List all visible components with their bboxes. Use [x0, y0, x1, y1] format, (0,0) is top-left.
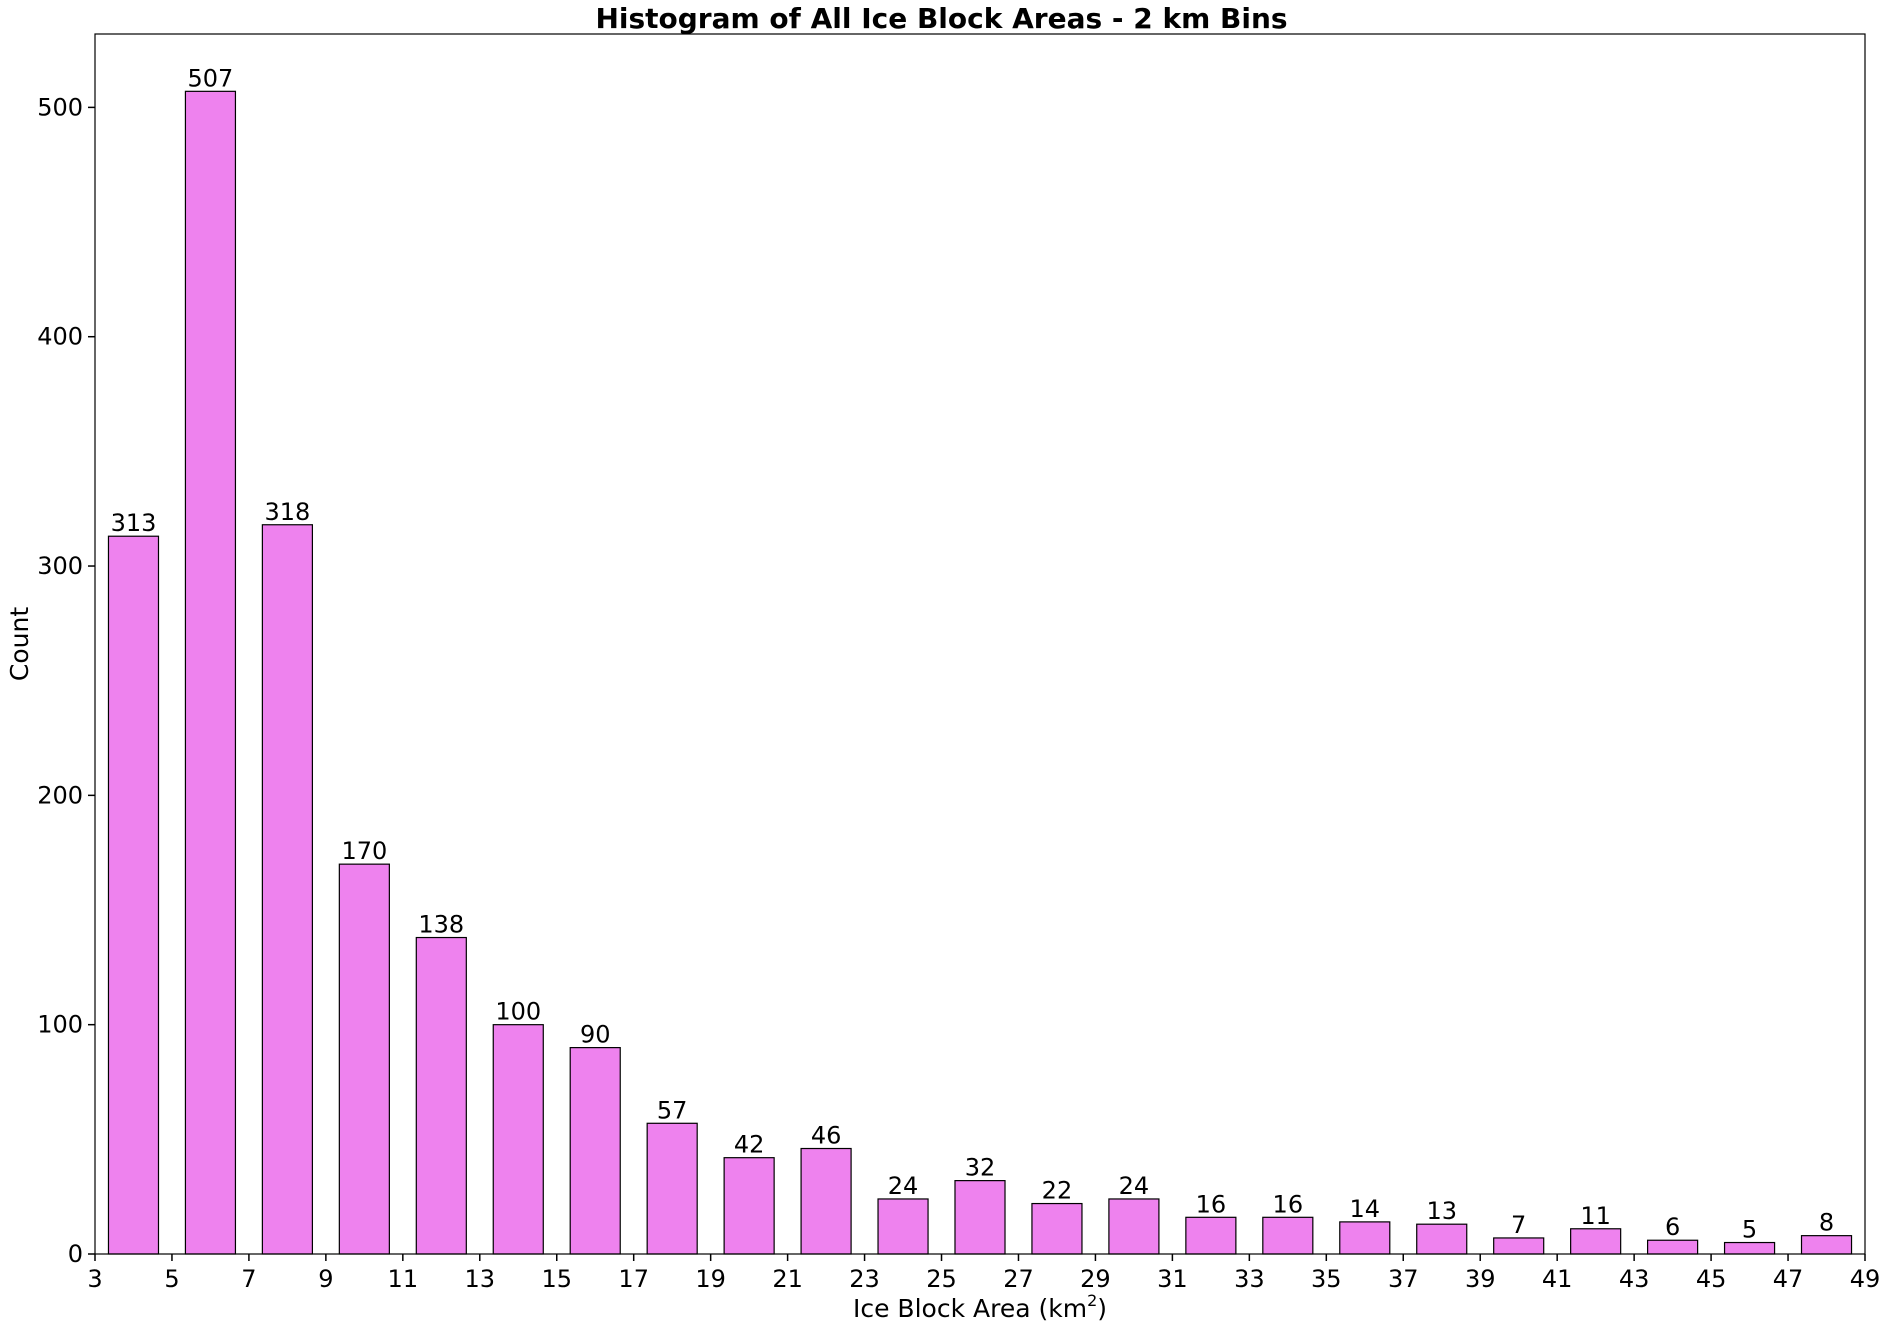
bar-value-label-20: 42: [734, 1131, 765, 1159]
bar-value-label-28: 22: [1042, 1177, 1073, 1205]
bar-6: [184, 90, 237, 1255]
x-tick-label-35: 35: [1311, 1265, 1342, 1293]
bar-26: [954, 1180, 1006, 1255]
y-tick-label-0: 0: [68, 1240, 83, 1268]
bar-value-label-16: 90: [580, 1021, 611, 1049]
y-tick-label-100: 100: [37, 1011, 83, 1039]
bar-18: [646, 1122, 698, 1255]
bar-12: [415, 936, 467, 1255]
bar-38: [1416, 1223, 1468, 1255]
x-tick-label-3: 3: [87, 1265, 102, 1293]
bar-20: [723, 1157, 775, 1255]
bar-value-label-44: 6: [1665, 1213, 1680, 1241]
bar-value-label-22: 46: [811, 1122, 842, 1150]
x-tick-label-13: 13: [465, 1265, 496, 1293]
x-tick-label-45: 45: [1696, 1265, 1727, 1293]
bar-value-label-46: 5: [1742, 1216, 1757, 1244]
bar-34: [1262, 1216, 1314, 1255]
bar-40: [1493, 1237, 1545, 1255]
bar-28: [1031, 1202, 1083, 1255]
x-tick-label-17: 17: [618, 1265, 649, 1293]
bar-value-label-14: 100: [495, 998, 541, 1026]
bar-4: [107, 535, 160, 1255]
x-tick-label-21: 21: [772, 1265, 803, 1293]
bar-value-label-38: 13: [1426, 1197, 1457, 1225]
bar-value-label-36: 14: [1350, 1195, 1381, 1223]
y-tick-label-200: 200: [37, 781, 83, 809]
x-tick-label-33: 33: [1234, 1265, 1265, 1293]
bar-46: [1723, 1241, 1776, 1255]
bar-value-label-18: 57: [657, 1096, 688, 1124]
bar-10: [338, 863, 390, 1255]
bar-value-label-4: 313: [111, 509, 157, 537]
x-tick-label-11: 11: [388, 1265, 419, 1293]
y-tick-label-500: 500: [37, 93, 83, 121]
bar-30: [1108, 1198, 1160, 1255]
x-tick-label-29: 29: [1080, 1265, 1111, 1293]
x-axis-label-close: ): [1097, 1294, 1107, 1323]
x-tick-label-27: 27: [1003, 1265, 1034, 1293]
bar-value-label-34: 16: [1273, 1190, 1304, 1218]
bar-value-label-26: 32: [965, 1154, 996, 1182]
x-tick-label-47: 47: [1773, 1265, 1804, 1293]
bar-value-label-24: 24: [888, 1172, 919, 1200]
x-tick-label-39: 39: [1465, 1265, 1496, 1293]
x-tick-label-49: 49: [1850, 1265, 1881, 1293]
x-tick-label-31: 31: [1157, 1265, 1188, 1293]
bar-14: [492, 1024, 544, 1255]
x-axis-label: Ice Block Area (km2): [853, 1291, 1107, 1323]
bars-group: [107, 90, 1853, 1255]
x-tick-label-7: 7: [241, 1265, 256, 1293]
bar-44: [1646, 1239, 1699, 1255]
x-tick-label-15: 15: [541, 1265, 572, 1293]
bar-value-label-32: 16: [1196, 1190, 1227, 1218]
x-tick-label-41: 41: [1542, 1265, 1573, 1293]
x-tick-label-25: 25: [926, 1265, 957, 1293]
bar-value-label-30: 24: [1119, 1172, 1150, 1200]
bar-value-label-12: 138: [418, 911, 464, 939]
bar-value-label-6: 507: [188, 64, 234, 92]
x-tick-label-9: 9: [318, 1265, 333, 1293]
plot-frame: [94, 33, 1866, 1255]
bar-value-label-40: 7: [1511, 1211, 1526, 1239]
y-axis-ticks: 0 100 200 300 400 500: [37, 93, 95, 1268]
x-tick-label-5: 5: [164, 1265, 179, 1293]
bar-36: [1339, 1221, 1391, 1255]
bar-value-label-42: 11: [1580, 1202, 1611, 1230]
bar-8: [261, 524, 314, 1255]
bar-value-label-48: 8: [1819, 1209, 1834, 1237]
bar-32: [1185, 1216, 1237, 1255]
x-tick-label-43: 43: [1619, 1265, 1650, 1293]
x-tick-label-37: 37: [1388, 1265, 1419, 1293]
y-tick-label-300: 300: [37, 552, 83, 580]
x-axis-label-main: Ice Block Area (km: [853, 1294, 1087, 1323]
x-axis-ticks: 3 5 7 9 11 13 15 17 19 21 23 25 27 29 31 33 35 37 39 41 43 45…: [87, 1254, 1880, 1293]
bar-42: [1570, 1228, 1622, 1255]
bar-48: [1800, 1235, 1853, 1255]
bar-22: [800, 1147, 852, 1255]
y-tick-label-400: 400: [37, 323, 83, 351]
bar-value-label-10: 170: [341, 837, 387, 865]
x-tick-label-23: 23: [849, 1265, 880, 1293]
bar-16: [569, 1047, 621, 1255]
y-axis-label: Count: [5, 607, 34, 681]
x-tick-label-19: 19: [695, 1265, 726, 1293]
bar-24: [877, 1198, 929, 1255]
bar-value-label-8: 318: [264, 498, 310, 526]
x-axis-label-superscript: 2: [1087, 1291, 1097, 1310]
chart-title: Histogram of All Ice Block Areas - 2 km …: [595, 2, 1287, 35]
